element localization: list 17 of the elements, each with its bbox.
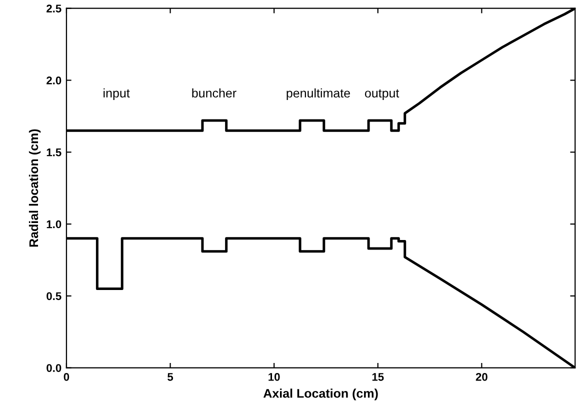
x-axis-title: Axial Location (cm) xyxy=(263,388,378,400)
x-tick-label: 0 xyxy=(64,372,70,381)
y-tick-label: 0.5 xyxy=(46,292,62,300)
y-tick-label: 2.5 xyxy=(46,4,62,12)
y-tick-label: 1.5 xyxy=(46,148,62,156)
y-tick-label: 0.0 xyxy=(46,364,62,372)
y-tick-label: 2.0 xyxy=(46,76,62,84)
x-tick-label: 10 xyxy=(268,372,280,381)
annotation: output xyxy=(364,89,400,100)
annotation: penultimate xyxy=(286,88,350,100)
annotation: input xyxy=(104,88,130,100)
y-tick-label: 1.0 xyxy=(46,220,62,228)
y-axis-title: Radial location (cm) xyxy=(28,129,41,247)
annotation: buncher xyxy=(192,88,236,98)
x-tick-label: 5 xyxy=(168,373,174,381)
x-tick-label: 20 xyxy=(476,372,488,381)
x-tick-label: 15 xyxy=(372,373,384,381)
